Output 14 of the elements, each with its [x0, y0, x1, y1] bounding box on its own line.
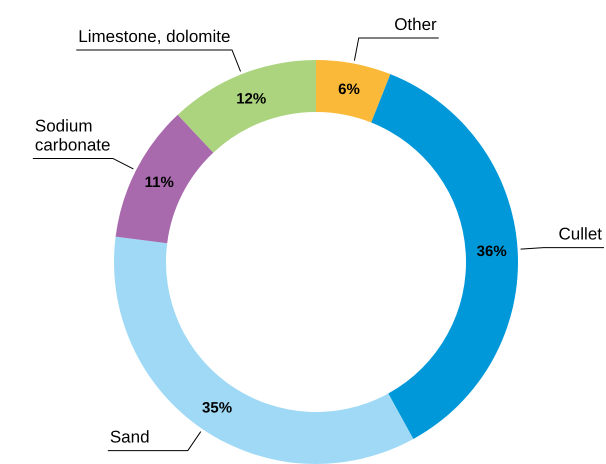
data-label: 36%	[476, 242, 507, 260]
donut-slice	[178, 60, 316, 153]
donut-slice	[116, 114, 214, 244]
slice-label: Other	[394, 15, 438, 34]
data-label: 11%	[144, 174, 174, 192]
donut-slice	[316, 60, 390, 123]
slice-label: Sand	[110, 428, 150, 447]
slice-label: Limestone, dolomite	[78, 27, 230, 46]
data-label: 12%	[236, 90, 266, 108]
data-label: 6%	[338, 81, 360, 98]
slice-label: Cullet	[558, 224, 602, 244]
data-label: 35%	[202, 400, 232, 417]
donut-slice	[371, 74, 518, 440]
slice-label: Sodium carbonate	[34, 116, 110, 154]
